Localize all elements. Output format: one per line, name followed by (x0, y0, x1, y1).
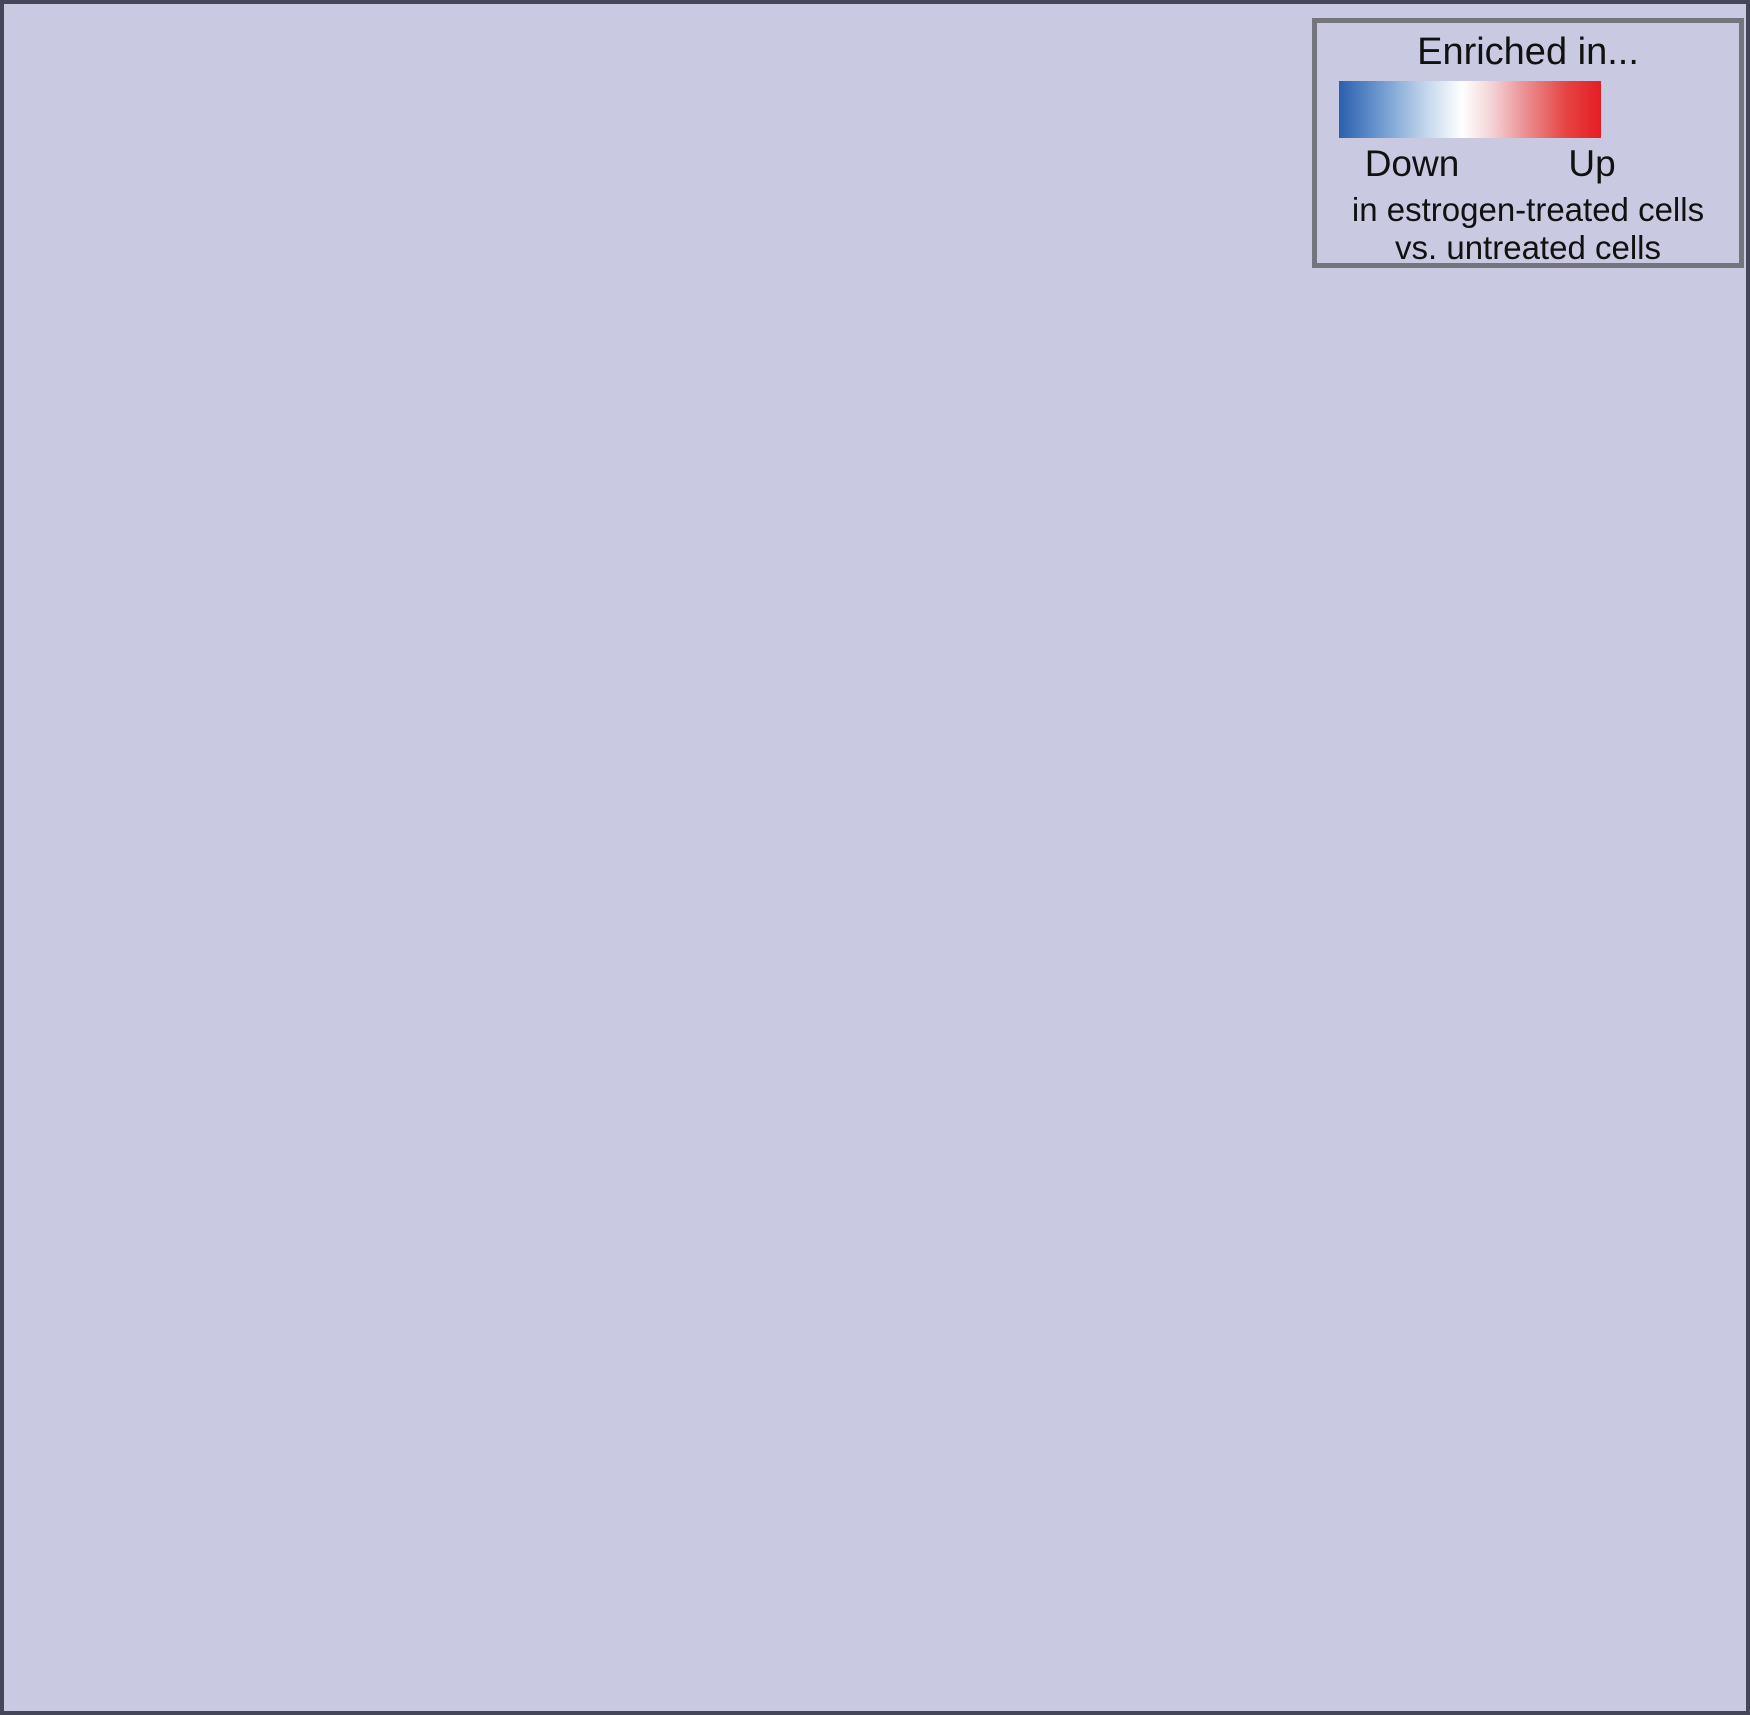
legend-panel: Enriched in... Down Up in estrogen-treat… (1312, 18, 1744, 268)
legend-subtitle-line1: in estrogen-treated cells (1351, 191, 1705, 228)
legend-title: Enriched in... (1417, 31, 1639, 73)
legend-gradient-bar (1339, 81, 1601, 138)
legend-up-label: Up (1568, 143, 1616, 184)
legend-down-label: Down (1364, 143, 1460, 184)
legend-subtitle-line2: vs. untreated cells (1395, 229, 1661, 266)
